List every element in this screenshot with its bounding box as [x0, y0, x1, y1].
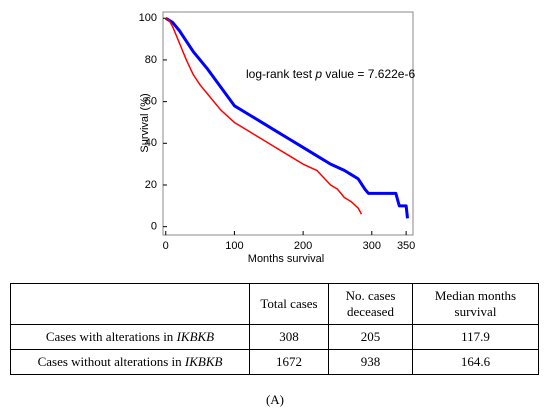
header-cell: Median months survival: [412, 283, 539, 325]
y-tick-label: 0: [151, 221, 157, 233]
header-cell: No. cases deceased: [328, 283, 413, 325]
x-tick-label: 200: [294, 240, 312, 252]
gene-name: IKBKB: [184, 354, 223, 369]
header-cell: Total cases: [249, 283, 329, 325]
y-tick-label: 60: [145, 96, 157, 108]
x-axis-label: Months survival: [248, 253, 324, 265]
y-tick-label: 100: [139, 12, 157, 24]
cell: 164.6: [412, 349, 539, 375]
summary-table: Total cases No. cases deceased Median mo…: [10, 283, 539, 375]
label-text: Cases with alterations in: [45, 329, 174, 344]
x-tick-label: 350: [397, 240, 415, 252]
label-text: Cases without alterations in: [37, 354, 182, 369]
cell: 308: [249, 324, 329, 350]
cell: 938: [328, 349, 413, 375]
x-tick-label: 100: [225, 240, 243, 252]
y-tick-label: 80: [145, 54, 157, 66]
chart: log-rank test p value = 7.622e-6 Months …: [139, 11, 415, 265]
row-label: Cases with alterations in IKBKB: [10, 324, 250, 350]
x-tick-label: 0: [163, 240, 169, 252]
annotation-text: log-rank test: [246, 67, 315, 81]
annotation: log-rank test p value = 7.622e-6: [246, 67, 415, 81]
x-tick-label: 300: [363, 240, 381, 252]
gene-name: IKBKB: [176, 329, 215, 344]
y-axis-label: Survival (%): [139, 93, 151, 152]
header-row: Total cases No. cases deceased Median mo…: [10, 283, 539, 325]
y-tick-label: 20: [145, 179, 157, 191]
row: Cases without alterations in IKBKB 1672 …: [10, 349, 539, 375]
header-cell: [10, 283, 250, 325]
survival-curve: [165, 17, 363, 215]
caption: (A): [265, 392, 285, 407]
row: Cases with alterations in IKBKB 308 205 …: [10, 324, 539, 350]
row-label: Cases without alterations in IKBKB: [10, 349, 250, 375]
cell: 117.9: [412, 324, 539, 350]
plot-frame: [162, 11, 414, 236]
annotation-italic: p: [314, 67, 322, 81]
annotation-text: value = 7.622e-6: [322, 67, 415, 81]
cell: 1672: [249, 349, 329, 375]
survival-curve: [164, 16, 409, 219]
cell: 205: [328, 324, 413, 350]
y-tick-label: 40: [145, 137, 157, 149]
